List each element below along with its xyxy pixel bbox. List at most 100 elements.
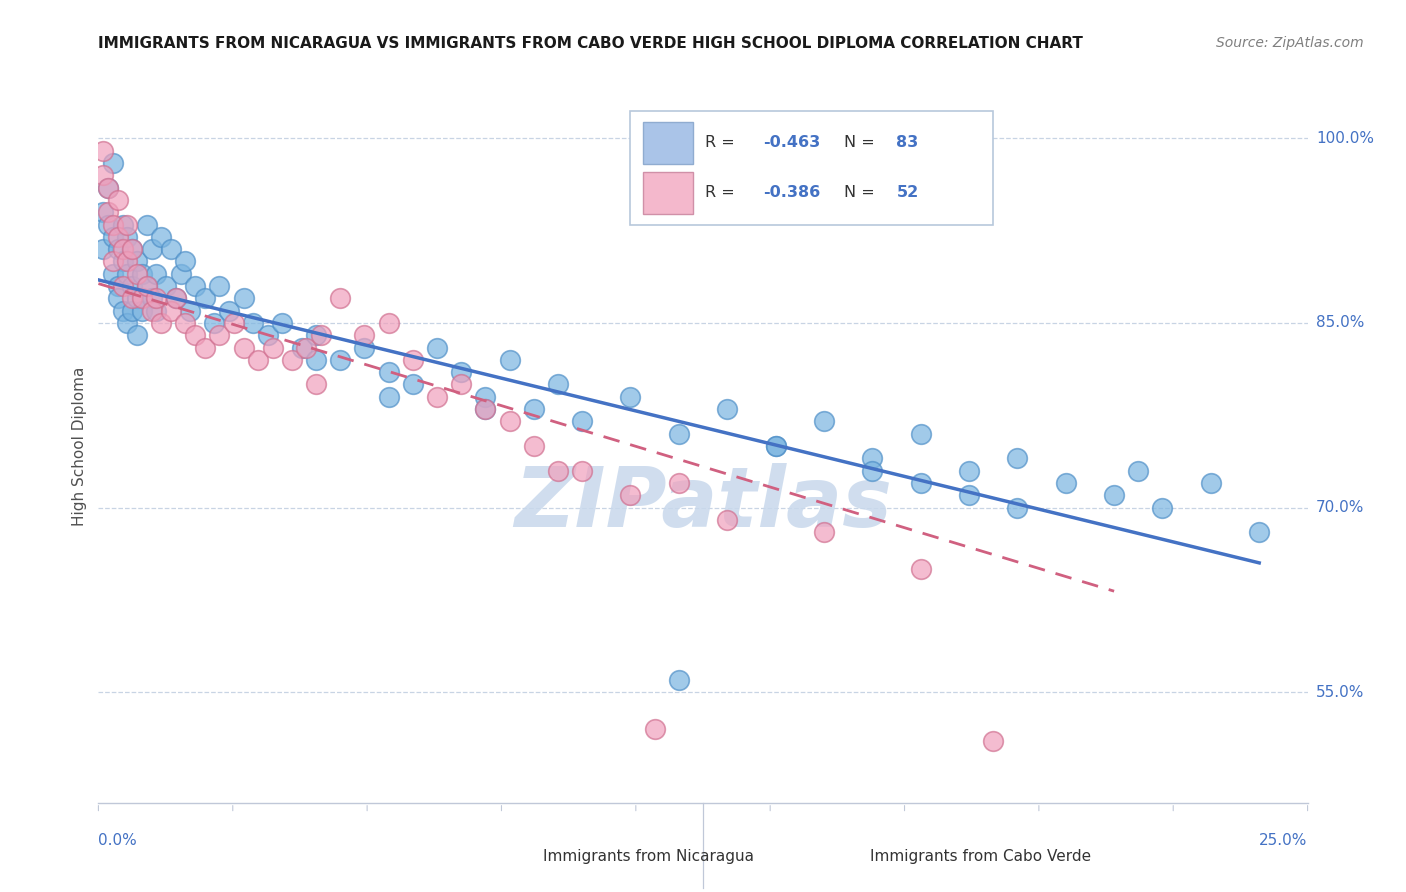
Text: 83: 83	[897, 136, 918, 150]
Point	[184, 279, 207, 293]
Point	[117, 254, 139, 268]
Point	[117, 316, 139, 330]
Point	[107, 291, 129, 305]
Text: R =: R =	[706, 186, 741, 200]
Point	[957, 488, 980, 502]
Text: 0.0%: 0.0%	[98, 833, 138, 848]
Point	[668, 673, 690, 687]
Point	[523, 439, 546, 453]
Point	[117, 230, 139, 244]
Point	[141, 242, 163, 256]
FancyBboxPatch shape	[643, 121, 693, 164]
Point	[160, 242, 183, 256]
Point	[1128, 464, 1150, 478]
Point	[957, 464, 980, 478]
Point	[174, 254, 197, 268]
Point	[135, 279, 157, 293]
Point	[111, 242, 134, 256]
Text: 85.0%: 85.0%	[1316, 316, 1364, 330]
FancyBboxPatch shape	[630, 111, 993, 225]
Text: IMMIGRANTS FROM NICARAGUA VS IMMIGRANTS FROM CABO VERDE HIGH SCHOOL DIPLOMA CORR: IMMIGRANTS FROM NICARAGUA VS IMMIGRANTS …	[98, 36, 1083, 51]
Point	[208, 328, 231, 343]
Point	[121, 303, 143, 318]
Point	[295, 341, 318, 355]
FancyBboxPatch shape	[821, 838, 860, 874]
Point	[910, 562, 932, 576]
Point	[127, 291, 149, 305]
FancyBboxPatch shape	[495, 838, 534, 874]
Point	[402, 352, 425, 367]
Point	[131, 267, 153, 281]
Point	[107, 242, 129, 256]
Point	[97, 205, 120, 219]
Point	[290, 341, 312, 355]
Point	[97, 218, 120, 232]
Point	[135, 279, 157, 293]
Point	[305, 352, 328, 367]
FancyBboxPatch shape	[643, 171, 693, 214]
Point	[111, 303, 134, 318]
Point	[160, 303, 183, 318]
Point	[716, 402, 738, 417]
Point	[232, 341, 254, 355]
Point	[165, 291, 187, 305]
Point	[179, 303, 201, 318]
Point	[353, 328, 375, 343]
Point	[127, 267, 149, 281]
Point	[101, 156, 124, 170]
Point	[910, 426, 932, 441]
Point	[1199, 475, 1222, 490]
Point	[150, 230, 173, 244]
Point	[981, 734, 1004, 748]
Point	[450, 365, 472, 379]
Point	[184, 328, 207, 343]
Point	[523, 402, 546, 417]
Point	[910, 475, 932, 490]
Text: Source: ZipAtlas.com: Source: ZipAtlas.com	[1216, 36, 1364, 50]
Point	[1007, 451, 1029, 466]
Point	[127, 328, 149, 343]
Point	[232, 291, 254, 305]
Point	[571, 414, 593, 428]
Point	[107, 279, 129, 293]
Text: 52: 52	[897, 186, 918, 200]
Point	[91, 205, 114, 219]
Y-axis label: High School Diploma: High School Diploma	[72, 367, 87, 525]
Point	[1007, 500, 1029, 515]
Point	[547, 377, 569, 392]
Point	[121, 242, 143, 256]
Point	[716, 513, 738, 527]
Point	[194, 341, 217, 355]
Point	[101, 254, 124, 268]
Point	[1152, 500, 1174, 515]
Text: R =: R =	[706, 136, 741, 150]
Point	[474, 402, 496, 417]
Point	[860, 451, 883, 466]
Point	[498, 352, 520, 367]
Point	[813, 414, 835, 428]
Point	[377, 365, 399, 379]
Point	[117, 267, 139, 281]
Point	[305, 377, 328, 392]
Text: 25.0%: 25.0%	[1260, 833, 1308, 848]
Point	[111, 218, 134, 232]
Point	[547, 464, 569, 478]
Point	[135, 218, 157, 232]
Point	[668, 426, 690, 441]
Point	[91, 144, 114, 158]
Point	[402, 377, 425, 392]
Point	[242, 316, 264, 330]
Text: 100.0%: 100.0%	[1316, 131, 1374, 146]
Point	[329, 352, 352, 367]
Point	[107, 193, 129, 207]
Point	[813, 525, 835, 540]
Point	[204, 316, 226, 330]
Point	[111, 279, 134, 293]
Point	[145, 267, 167, 281]
Text: N =: N =	[845, 136, 880, 150]
Point	[377, 316, 399, 330]
Point	[619, 390, 641, 404]
Point	[121, 279, 143, 293]
Point	[644, 722, 666, 736]
Point	[121, 291, 143, 305]
